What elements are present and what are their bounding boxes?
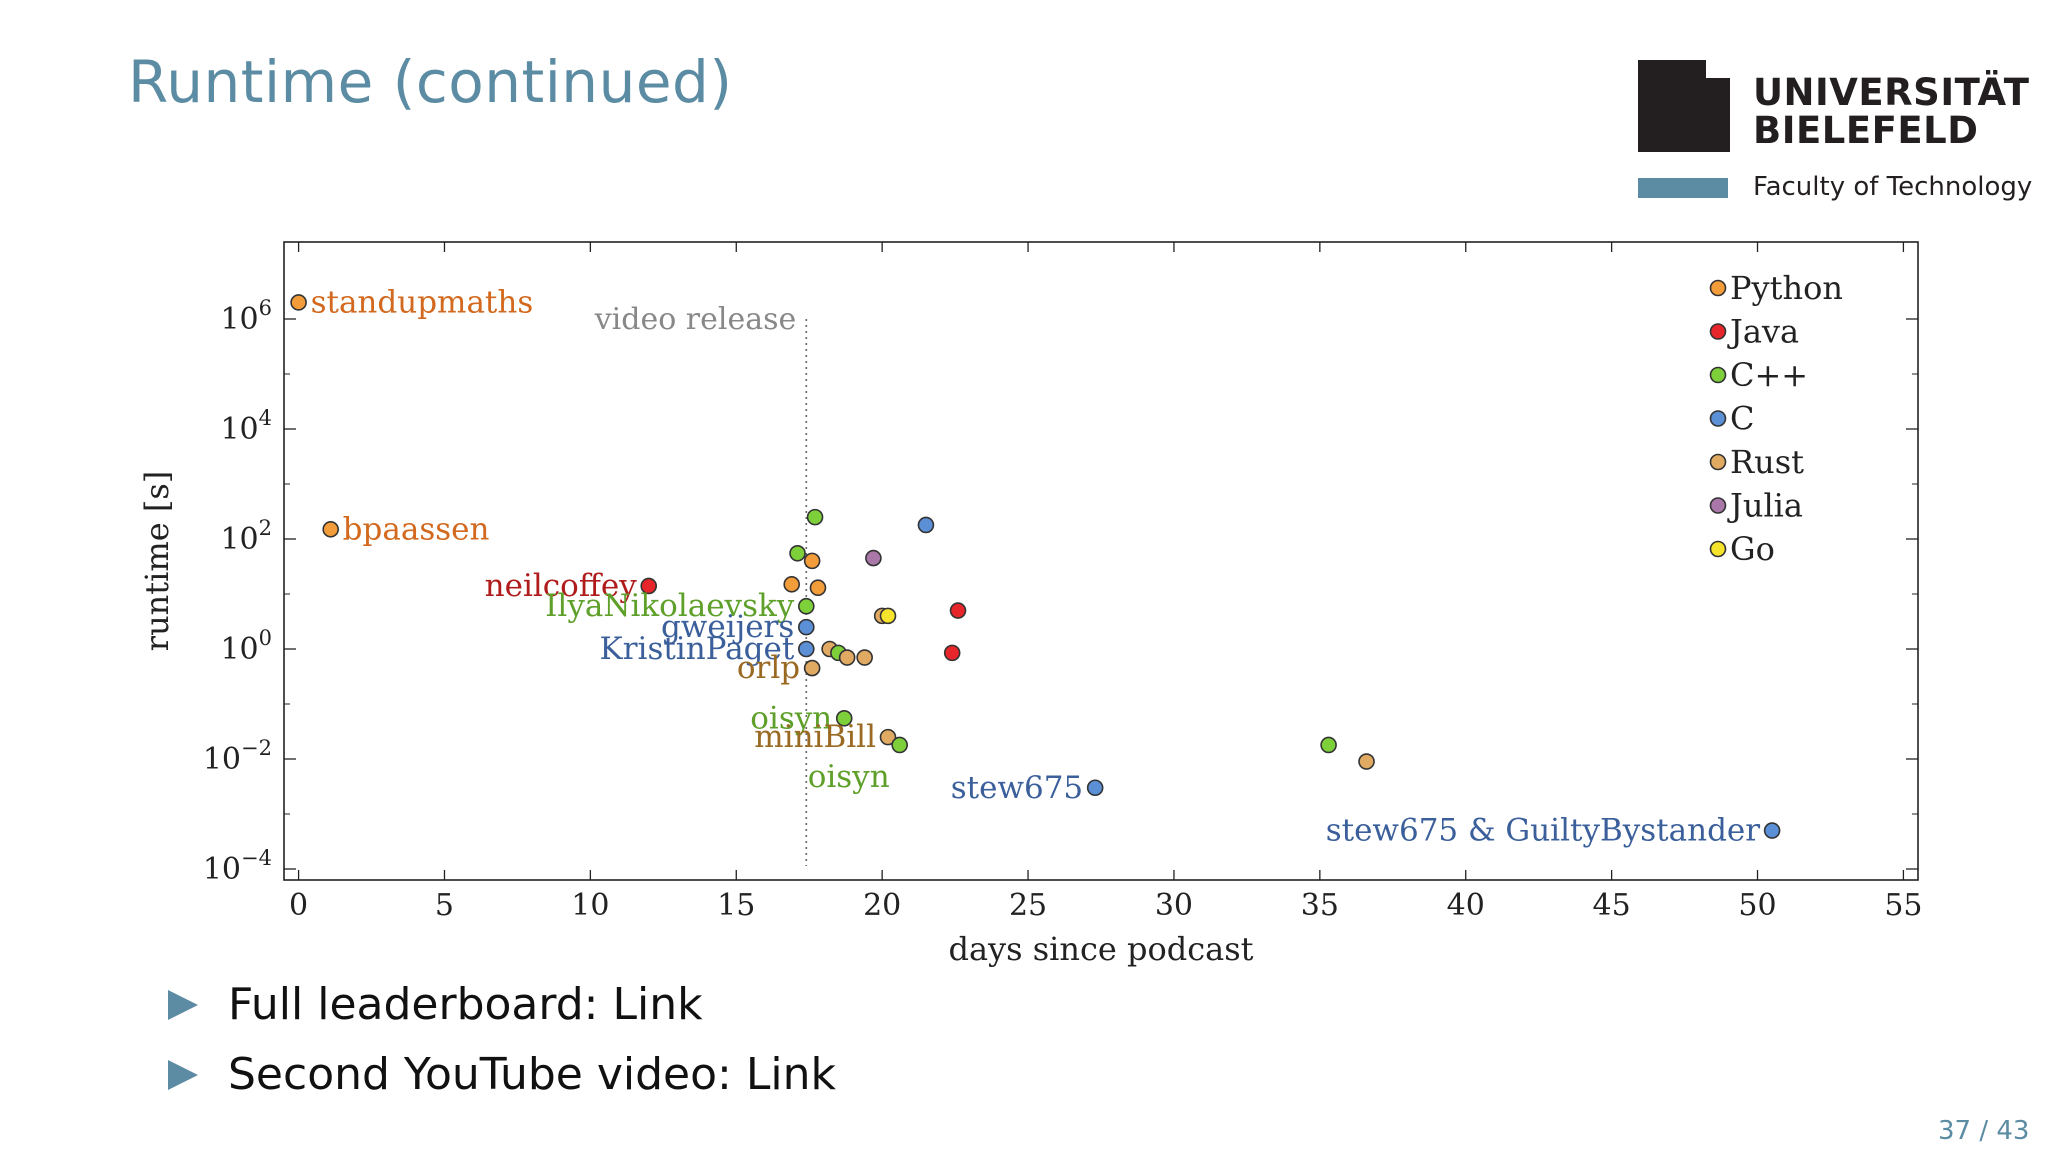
data-label: bpaassen	[343, 511, 490, 547]
data-label: IlyaNikolaevsky	[545, 588, 795, 624]
data-point-java	[640, 577, 658, 595]
university-logo-mark	[1638, 60, 1730, 152]
university-name-line1: UNIVERSITÄT	[1753, 71, 2030, 114]
data-label: stew675	[951, 770, 1083, 806]
university-name: UNIVERSITÄT BIELEFELD	[1753, 74, 2029, 150]
data-label: miniBill	[754, 719, 876, 755]
y-tick-label: 104	[220, 406, 272, 447]
legend-marker	[1709, 410, 1727, 427]
legend-marker	[1709, 366, 1727, 384]
data-label: neilcoffey	[485, 568, 638, 604]
y-axis-label: runtime [s]	[138, 471, 176, 651]
data-point-python	[322, 521, 339, 538]
x-tick-label: 25	[1009, 888, 1047, 923]
data-point-cpp	[789, 544, 806, 562]
bullet-text: Second YouTube video:	[228, 1049, 746, 1100]
chart-layer: 0 5 10 15 20 25 30 35 40 45 50 55 106 104 102 100 10−2 10…	[138, 241, 1923, 968]
data-point-c	[797, 640, 815, 658]
legend-entry: Julia	[1727, 487, 1803, 525]
data-point-rust	[856, 649, 873, 666]
bullet-item-youtube: Second YouTube video: Link	[168, 1048, 836, 1118]
data-point-go	[879, 607, 897, 625]
legend-entry: Java	[1727, 313, 1799, 351]
plot-frame	[283, 241, 1919, 881]
data-point-c	[797, 618, 815, 636]
triangle-bullet-icon	[168, 1060, 198, 1090]
x-tick-label: 20	[863, 888, 901, 923]
data-point-c	[917, 516, 935, 534]
x-tick-label: 35	[1301, 888, 1339, 923]
x-tick-label: 45	[1593, 888, 1631, 923]
data-point-cpp	[797, 597, 815, 615]
x-tick-label: 55	[1884, 888, 1922, 923]
data-point-julia	[865, 549, 882, 567]
data-point-java	[949, 602, 967, 619]
x-tick-label: 5	[435, 888, 454, 923]
legend-marker	[1709, 497, 1727, 514]
data-point-cpp	[891, 736, 908, 754]
leaderboard-link[interactable]: Link	[612, 979, 703, 1030]
page-number: 37 / 43	[1938, 1116, 2030, 1146]
y-tick-label: 106	[220, 296, 272, 337]
data-label: orlp	[737, 650, 800, 686]
logo-accent-bar	[1638, 178, 1728, 198]
bullet-list: Full leaderboard: Link Second YouTube vi…	[168, 978, 836, 1118]
data-point-rust	[803, 659, 821, 677]
data-point-cpp	[835, 709, 853, 727]
data-point-cpp	[806, 508, 824, 526]
y-tick-label: 102	[220, 516, 272, 557]
legend-marker	[1709, 540, 1727, 558]
legend-marker	[1709, 323, 1727, 340]
x-tick-label: 0	[289, 888, 308, 923]
data-point-rust	[879, 728, 897, 746]
data-point-python	[803, 552, 821, 570]
youtube-video-link[interactable]: Link	[745, 1049, 836, 1100]
data-point-c	[1086, 779, 1104, 797]
bullet-item-leaderboard: Full leaderboard: Link	[168, 978, 836, 1048]
x-tick-label: 50	[1738, 888, 1776, 923]
y-tick-label: 100	[220, 626, 272, 667]
data-point-cpp	[1320, 736, 1337, 754]
video-release-label: video release	[594, 302, 797, 337]
x-tick-label: 10	[571, 888, 609, 923]
legend-entry: Go	[1730, 530, 1775, 568]
legend-entry: Rust	[1730, 443, 1804, 481]
legend-entry: C++	[1730, 356, 1808, 394]
data-label: gweijers	[661, 609, 794, 645]
x-axis-label: days since podcast	[948, 930, 1253, 968]
university-name-line2: BIELEFELD	[1753, 109, 1979, 152]
data-point-python	[783, 576, 801, 593]
data-label: stew675 & GuiltyBystander	[1326, 813, 1761, 849]
faculty-name: Faculty of Technology	[1753, 172, 2033, 202]
data-label: standupmaths	[311, 284, 534, 320]
data-point-python	[809, 579, 827, 597]
data-point-c	[1763, 822, 1781, 839]
y-tick-label: 10−2	[203, 736, 272, 777]
data-label: oisyn	[808, 759, 890, 795]
x-tick-label: 40	[1447, 888, 1485, 923]
legend-entry: C	[1730, 400, 1754, 438]
data-label: oisyn	[750, 700, 832, 736]
data-point-rust	[1358, 753, 1375, 770]
x-tick-label: 15	[717, 888, 755, 923]
slide-title: Runtime (continued)	[128, 48, 733, 116]
y-tick-label: 10−4	[203, 846, 272, 887]
data-point-java	[943, 644, 961, 662]
data-label: KristinPaget	[600, 631, 795, 667]
x-tick-label: 30	[1155, 888, 1193, 923]
bullet-text: Full leaderboard:	[228, 979, 613, 1030]
data-point-rust	[838, 649, 856, 666]
university-logo: UNIVERSITÄT BIELEFELD Faculty of Technol…	[1638, 60, 2038, 210]
legend-marker	[1709, 279, 1727, 297]
triangle-bullet-icon	[168, 990, 198, 1020]
legend-entry: Python	[1730, 269, 1843, 307]
legend-marker	[1709, 453, 1727, 471]
data-point-python	[290, 294, 307, 311]
